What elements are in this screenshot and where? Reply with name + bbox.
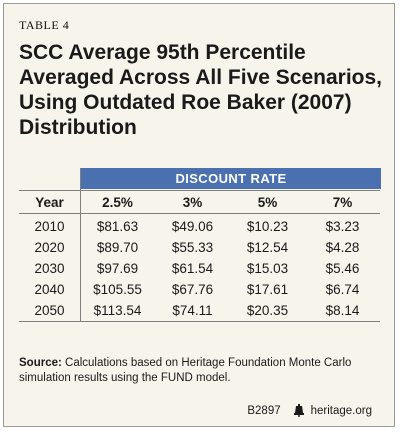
- table-header: Year 2.5% 3% 5% 7%: [19, 193, 380, 211]
- year-cell: 2040: [34, 282, 65, 297]
- title-line: Averaged Across All Five Scenarios,: [19, 66, 382, 89]
- year-cell: 2050: [34, 303, 65, 318]
- table-label: TABLE 4: [19, 18, 70, 32]
- header-rule: [19, 213, 380, 214]
- value-cell: $3.23: [325, 219, 360, 234]
- table-row: 2020 $89.70 $55.33 $12.54 $4.28: [19, 237, 380, 258]
- value-cell: $20.35: [246, 303, 289, 318]
- table-row: 2030 $97.69 $61.54 $15.03 $5.46: [19, 258, 380, 279]
- footer: B2897 heritage.org: [247, 404, 372, 417]
- column-header: 7%: [332, 194, 353, 210]
- source-note: Source: Calculations based on Heritage F…: [19, 356, 379, 386]
- report-code: B2897: [247, 404, 281, 417]
- table-row: 2040 $105.55 $67.76 $17.61 $6.74: [19, 279, 380, 300]
- liberty-bell-icon: [293, 404, 304, 417]
- title-line: Using Outdated Roe Baker (2007): [19, 91, 352, 114]
- value-cell: $5.46: [325, 261, 360, 276]
- site-name[interactable]: heritage.org: [310, 404, 372, 417]
- year-cell: 2010: [34, 219, 65, 234]
- value-cell: $81.63: [96, 219, 139, 234]
- title-line: Distribution: [19, 116, 137, 139]
- title-line: SCC Average 95th Percentile: [19, 41, 306, 64]
- value-cell: $17.61: [246, 282, 289, 297]
- table-bottom-rule: [19, 321, 380, 322]
- year-cell: 2030: [34, 261, 65, 276]
- value-cell: $10.23: [246, 219, 289, 234]
- column-header-year: Year: [35, 194, 64, 210]
- value-cell: $55.33: [171, 240, 214, 255]
- table-card: TABLE 4 SCC Average 95th Percentile Aver…: [3, 3, 395, 427]
- value-cell: $113.54: [93, 303, 142, 318]
- table-body: 2010 $81.63 $49.06 $10.23 $3.23 2020 $89…: [19, 216, 380, 321]
- column-divider: [80, 168, 81, 321]
- value-cell: $15.03: [246, 261, 289, 276]
- table-row: 2010 $81.63 $49.06 $10.23 $3.23: [19, 216, 380, 237]
- value-cell: $49.06: [171, 219, 214, 234]
- header-row: Year 2.5% 3% 5% 7%: [19, 193, 380, 211]
- value-cell: $12.54: [246, 240, 289, 255]
- source-text: Calculations based on Heritage Foundatio…: [19, 357, 352, 384]
- column-header: 3%: [182, 194, 203, 210]
- value-cell: $89.70: [96, 240, 139, 255]
- value-cell: $74.11: [172, 303, 213, 318]
- year-cell: 2020: [34, 240, 65, 255]
- source-label: Source:: [19, 357, 62, 369]
- value-cell: $6.74: [325, 282, 360, 297]
- value-cell: $4.28: [325, 240, 360, 255]
- value-cell: $61.54: [171, 261, 214, 276]
- value-cell: $67.76: [171, 282, 214, 297]
- value-cell: $8.14: [325, 303, 360, 318]
- discount-rate-header: DISCOUNT RATE: [81, 168, 381, 189]
- table-title: SCC Average 95th Percentile Averaged Acr…: [19, 40, 389, 140]
- column-header: 2.5%: [102, 194, 133, 210]
- value-cell: $105.55: [93, 282, 142, 297]
- column-header: 5%: [257, 194, 278, 210]
- value-cell: $97.69: [96, 261, 139, 276]
- header-rule: [19, 190, 380, 191]
- table-row: 2050 $113.54 $74.11 $20.35 $8.14: [19, 300, 380, 321]
